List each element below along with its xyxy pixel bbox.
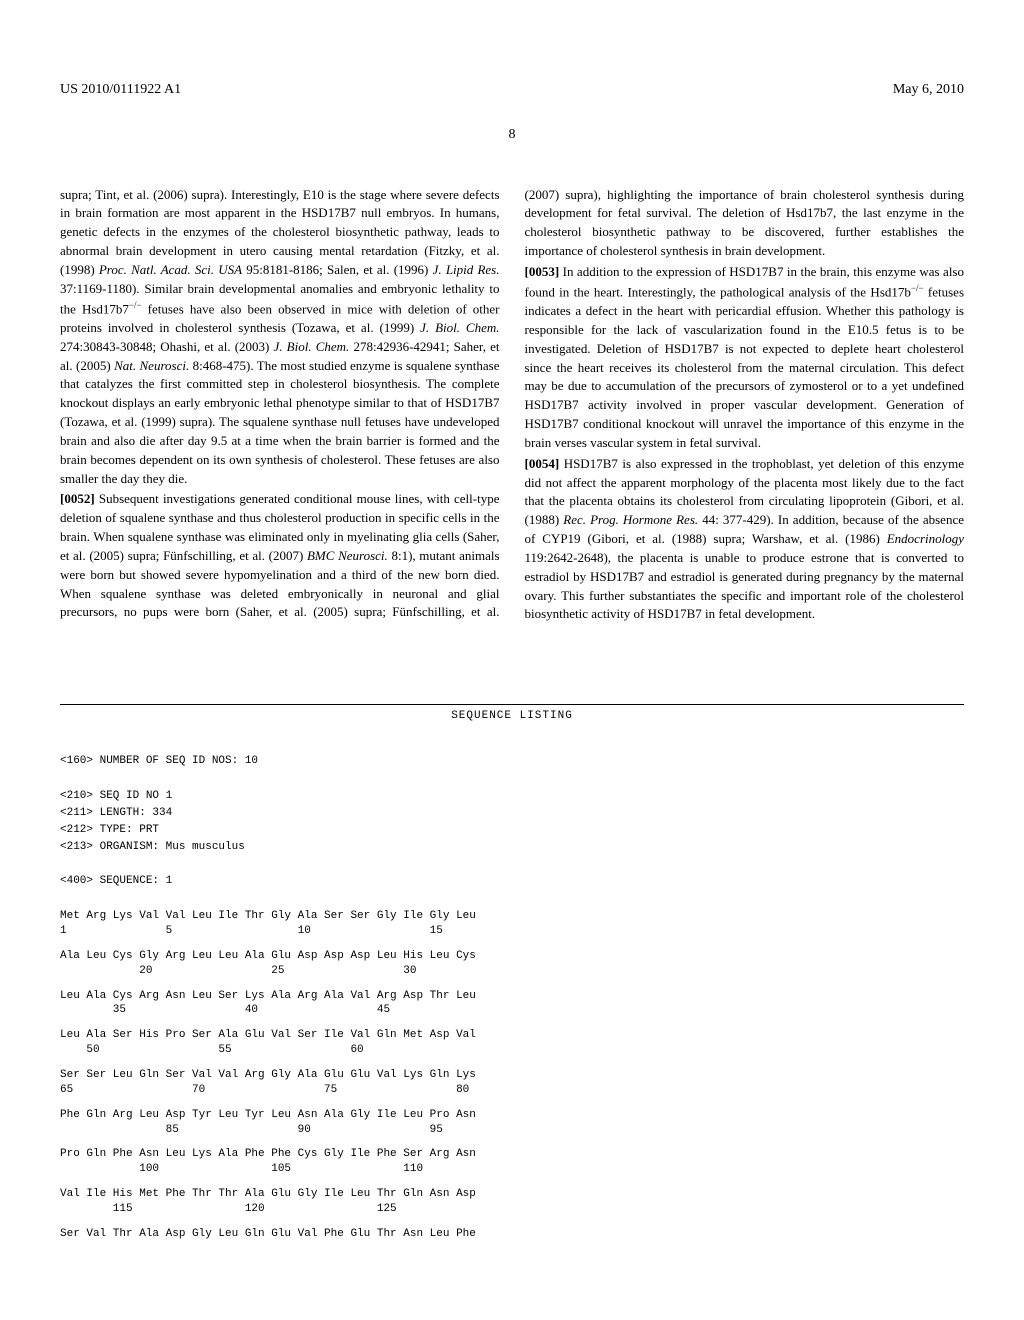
num-row: 35 40 45 (60, 1003, 964, 1018)
seq-id-no: <210> SEQ ID NO 1 (60, 789, 964, 804)
num-row: 85 90 95 (60, 1123, 964, 1138)
num-row: 20 25 30 (60, 964, 964, 979)
num-row: 1 5 10 15 (60, 924, 964, 939)
seq-400-block: <400> SEQUENCE: 1 (60, 874, 964, 889)
seq-number-block: <160> NUMBER OF SEQ ID NOS: 10 (60, 754, 964, 769)
aa-row: Ser Val Thr Ala Asp Gly Leu Gln Glu Val … (60, 1227, 964, 1242)
aa-row: Phe Gln Arg Leu Asp Tyr Leu Tyr Leu Asn … (60, 1108, 964, 1123)
page-number: 8 (60, 125, 964, 145)
seq-type: <212> TYPE: PRT (60, 823, 964, 838)
paragraph-53: [0053] In addition to the expression of … (525, 263, 965, 453)
aa-row: Ser Ser Leu Gln Ser Val Val Arg Gly Ala … (60, 1068, 964, 1083)
seq-length: <211> LENGTH: 334 (60, 806, 964, 821)
num-row: 50 55 60 (60, 1043, 964, 1058)
num-row: 65 70 75 80 (60, 1083, 964, 1098)
paragraph-54: [0054] HSD17B7 is also expressed in the … (525, 455, 965, 625)
aa-row: Ala Leu Cys Gly Arg Leu Leu Ala Glu Asp … (60, 949, 964, 964)
sequence-listing: SEQUENCE LISTING <160> NUMBER OF SEQ ID … (60, 704, 964, 1241)
publication-date: May 6, 2010 (893, 80, 964, 100)
body-content: supra; Tint, et al. (2006) supra). Inter… (60, 186, 964, 625)
aa-row: Pro Gln Phe Asn Leu Lys Ala Phe Phe Cys … (60, 1147, 964, 1162)
seq-400: <400> SEQUENCE: 1 (60, 874, 964, 889)
seq-organism: <213> ORGANISM: Mus musculus (60, 840, 964, 855)
seq-id-block: <210> SEQ ID NO 1 <211> LENGTH: 334 <212… (60, 789, 964, 854)
paragraph-51-cont: supra; Tint, et al. (2006) supra). Inter… (60, 186, 500, 489)
publication-number: US 2010/0111922 A1 (60, 80, 181, 100)
aa-row: Leu Ala Cys Arg Asn Leu Ser Lys Ala Arg … (60, 989, 964, 1004)
sequence-rows: Met Arg Lys Val Val Leu Ile Thr Gly Ala … (60, 909, 964, 1241)
sequence-title: SEQUENCE LISTING (60, 704, 964, 724)
aa-row: Leu Ala Ser His Pro Ser Ala Glu Val Ser … (60, 1028, 964, 1043)
num-row: 100 105 110 (60, 1162, 964, 1177)
aa-row: Met Arg Lys Val Val Leu Ile Thr Gly Ala … (60, 909, 964, 924)
page-header: US 2010/0111922 A1 May 6, 2010 (60, 80, 964, 100)
num-row: 115 120 125 (60, 1202, 964, 1217)
num-seq-ids: <160> NUMBER OF SEQ ID NOS: 10 (60, 754, 964, 769)
aa-row: Val Ile His Met Phe Thr Thr Ala Glu Gly … (60, 1187, 964, 1202)
